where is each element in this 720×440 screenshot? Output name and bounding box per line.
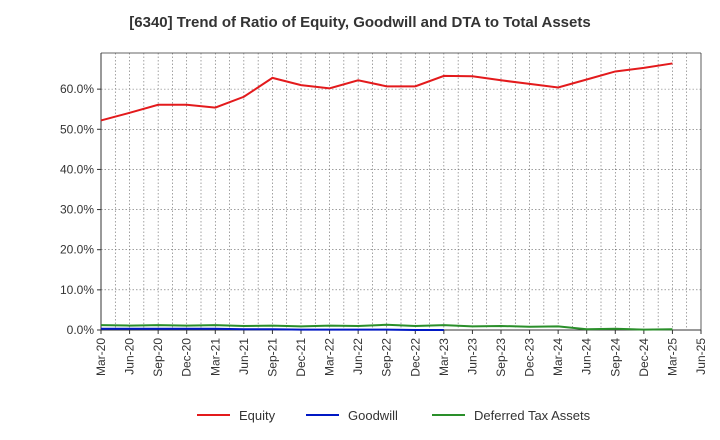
x-tick-label: Dec-20 bbox=[180, 338, 194, 377]
chart-title: [6340] Trend of Ratio of Equity, Goodwil… bbox=[129, 14, 591, 31]
x-tick-label: Dec-24 bbox=[637, 338, 651, 377]
x-tick-label: Jun-23 bbox=[465, 338, 479, 375]
y-tick-label: 30.0% bbox=[60, 203, 94, 217]
x-tick-label: Dec-21 bbox=[294, 338, 308, 377]
legend-label-goodwill: Goodwill bbox=[348, 408, 398, 423]
x-tick-label: Sep-23 bbox=[494, 338, 508, 377]
x-tick-label: Mar-22 bbox=[323, 338, 337, 376]
x-tick-label: Dec-22 bbox=[408, 338, 422, 377]
y-tick-label: 60.0% bbox=[60, 82, 94, 96]
series-line-deferred-tax-assets bbox=[100, 323, 673, 331]
x-tick-label: Mar-25 bbox=[665, 338, 679, 376]
y-tick-label: 20.0% bbox=[60, 243, 94, 257]
legend-label-equity: Equity bbox=[239, 408, 276, 423]
x-tick-label: Dec-23 bbox=[523, 338, 537, 377]
y-tick-label: 0.0% bbox=[67, 323, 95, 337]
x-tick-label: Jun-20 bbox=[123, 338, 137, 375]
legend: Equity Goodwill Deferred Tax Assets bbox=[197, 408, 591, 423]
grid-layer bbox=[101, 53, 701, 330]
series-line-equity bbox=[100, 62, 673, 122]
x-tick-label: Sep-21 bbox=[265, 338, 279, 377]
x-tick-label: Mar-23 bbox=[437, 338, 451, 376]
y-tick-label: 40.0% bbox=[60, 162, 94, 176]
x-tick-label: Sep-24 bbox=[608, 338, 622, 377]
x-tick-label: Jun-25 bbox=[694, 338, 708, 375]
x-tick-label: Jun-22 bbox=[351, 338, 365, 375]
x-tick-label: Sep-20 bbox=[151, 338, 165, 377]
x-tick-label: Mar-20 bbox=[94, 338, 108, 376]
series-line-goodwill bbox=[101, 327, 444, 331]
series-layer bbox=[100, 62, 673, 331]
y-tick-label: 50.0% bbox=[60, 122, 94, 136]
legend-label-deferred-tax-assets: Deferred Tax Assets bbox=[474, 408, 591, 423]
x-tick-label: Mar-21 bbox=[208, 338, 222, 376]
y-tick-label: 10.0% bbox=[60, 283, 94, 297]
x-tick-label: Jun-24 bbox=[580, 338, 594, 375]
x-tick-label: Sep-22 bbox=[380, 338, 394, 377]
x-tick-label: Mar-24 bbox=[551, 338, 565, 376]
x-tick-label: Jun-21 bbox=[237, 338, 251, 375]
